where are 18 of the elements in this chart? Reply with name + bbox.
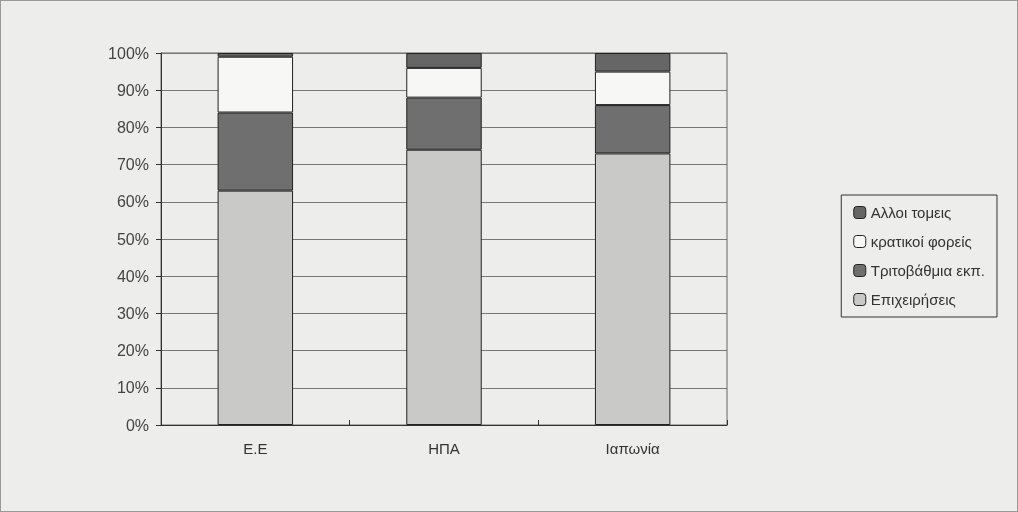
y-tick-label: 30%: [116, 304, 149, 322]
x-tick-label: ΗΠΑ: [428, 440, 460, 457]
legend-label: Τριτοβάθμια εκπ.: [870, 262, 986, 279]
y-tick-label: 90%: [116, 81, 149, 99]
legend-label: κρατικοί φορείς: [870, 233, 972, 250]
y-tick-label: 10%: [116, 379, 149, 397]
legend-label: Αλλοι τομεις: [870, 204, 952, 221]
y-tick-label: 20%: [116, 342, 149, 360]
y-tick-label: 100%: [108, 44, 149, 62]
x-tick-label: Ε.Ε: [243, 440, 268, 457]
y-tick-label: 40%: [116, 267, 149, 285]
y-tick-label: 80%: [116, 118, 149, 136]
y-tick-label: 50%: [116, 230, 149, 248]
legend-label: Επιχειρήσεις: [870, 291, 956, 308]
x-tick-label: Ιαπωνία: [605, 440, 661, 457]
y-tick-label: 60%: [116, 193, 149, 211]
y-tick-label: 0%: [125, 416, 149, 434]
y-tick-label: 70%: [116, 156, 149, 174]
